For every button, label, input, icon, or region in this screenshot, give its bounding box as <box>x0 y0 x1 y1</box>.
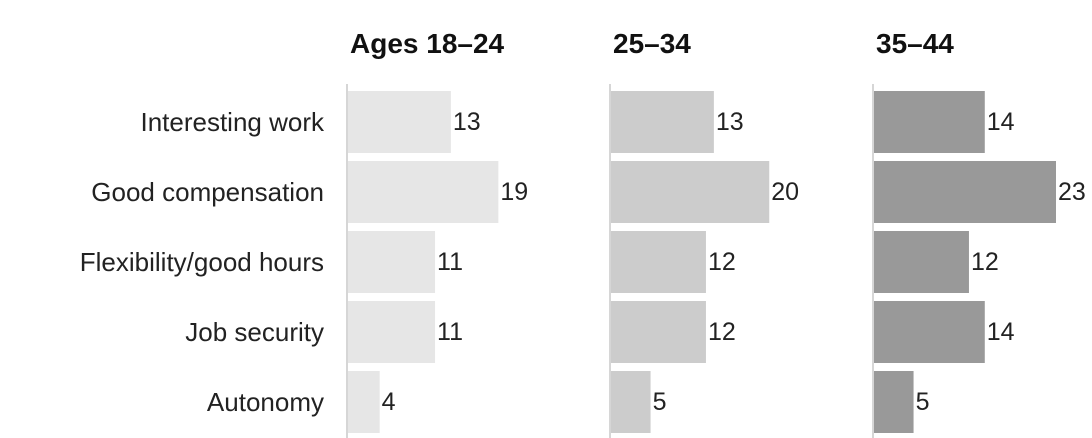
category-label: Good compensation <box>91 177 324 207</box>
bar <box>348 161 499 223</box>
bar-value-label: 14 <box>987 108 1015 136</box>
chart-panels: Ages 18–24 13 19 11 11 4 25–34 13 20 12 12 5 35–44 14… <box>346 28 1086 438</box>
panel: 35–44 14 23 12 14 5 <box>872 28 1086 438</box>
bar <box>611 161 770 223</box>
bar <box>611 231 706 293</box>
bar-value-label: 13 <box>453 108 481 136</box>
bar-value-label: 12 <box>708 248 736 276</box>
bar <box>348 91 451 153</box>
panel: 25–34 13 20 12 12 5 <box>609 28 799 438</box>
bar-value-label: 12 <box>708 318 736 346</box>
category-label: Interesting work <box>140 107 325 137</box>
bar <box>611 91 714 153</box>
bar-value-label: 14 <box>987 318 1015 346</box>
bar-value-label: 11 <box>437 318 463 346</box>
category-label: Autonomy <box>207 387 324 417</box>
bar-value-label: 23 <box>1058 178 1086 206</box>
bar-value-label: 19 <box>500 178 528 206</box>
bar-value-label: 5 <box>653 388 667 416</box>
bar <box>348 301 436 363</box>
panel: Ages 18–24 13 19 11 11 4 <box>346 28 528 438</box>
bar-value-label: 5 <box>916 388 930 416</box>
category-label: Flexibility/good hours <box>80 247 324 277</box>
panel-title: 35–44 <box>876 28 954 59</box>
bar <box>874 91 985 153</box>
bar-value-label: 11 <box>437 248 463 276</box>
bar-value-label: 4 <box>382 388 396 416</box>
bar <box>874 161 1056 223</box>
category-label: Job security <box>185 317 324 347</box>
bar <box>611 301 706 363</box>
panel-title: 25–34 <box>613 28 691 59</box>
bar <box>874 301 985 363</box>
bar <box>874 231 969 293</box>
bar-value-label: 13 <box>716 108 744 136</box>
bar <box>611 371 651 433</box>
category-labels: Interesting work Good compensation Flexibi… <box>80 107 325 417</box>
panel-title: Ages 18–24 <box>350 28 505 59</box>
bar-value-label: 20 <box>771 178 799 206</box>
bar <box>348 371 380 433</box>
bar <box>348 231 436 293</box>
bar <box>874 371 914 433</box>
bar-value-label: 12 <box>971 248 999 276</box>
